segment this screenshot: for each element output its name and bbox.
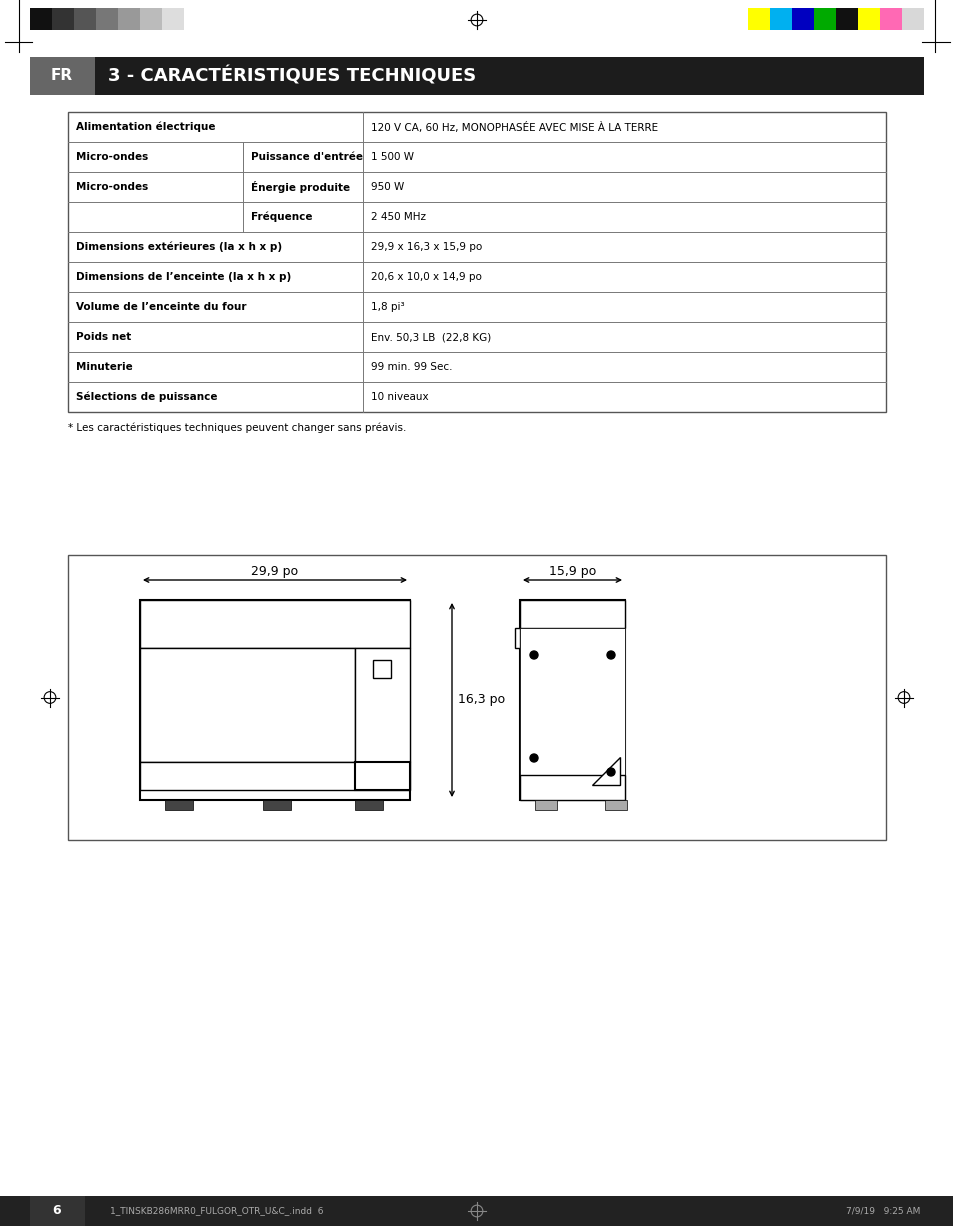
Text: 120 V CA, 60 Hz, MONOPHASÉE AVEC MISE À LA TERRE: 120 V CA, 60 Hz, MONOPHASÉE AVEC MISE À … [371, 121, 658, 132]
Text: Micro-ondes: Micro-ondes [76, 152, 148, 162]
Text: FR: FR [51, 69, 73, 83]
Bar [30, 1197, 85, 1226]
Bar [535, 801, 557, 810]
Bar [355, 763, 410, 790]
Bar [162, 9, 184, 29]
Text: Env. 50,3 LB  (22,8 KG): Env. 50,3 LB (22,8 KG) [371, 332, 491, 342]
Text: Poids net: Poids net [76, 332, 132, 342]
Circle shape [606, 651, 615, 660]
Text: 2 450 MHz: 2 450 MHz [371, 212, 426, 222]
Text: Alimentation électrique: Alimentation électrique [76, 121, 215, 132]
Text: 29,9 x 16,3 x 15,9 po: 29,9 x 16,3 x 15,9 po [371, 242, 482, 253]
Bar [140, 649, 355, 763]
Text: 1,8 pi³: 1,8 pi³ [371, 302, 404, 311]
Bar [519, 628, 624, 775]
Text: Dimensions de l’enceinte (la x h x p): Dimensions de l’enceinte (la x h x p) [76, 272, 291, 282]
Text: Volume de l’enceinte du four: Volume de l’enceinte du four [76, 302, 246, 311]
Bar [604, 801, 626, 810]
Text: * Les caractéristiques techniques peuvent changer sans préavis.: * Les caractéristiques techniques peuven… [68, 423, 406, 433]
Bar [140, 763, 410, 790]
Bar [140, 600, 410, 649]
Bar [813, 9, 835, 29]
Text: Minuterie: Minuterie [76, 362, 132, 371]
Bar [263, 801, 291, 810]
Bar [791, 9, 813, 29]
Bar [140, 9, 162, 29]
Text: Puissance d'entrée: Puissance d'entrée [251, 152, 363, 162]
Text: Dimensions extérieures (la x h x p): Dimensions extérieures (la x h x p) [76, 242, 282, 253]
Text: Fréquence: Fréquence [251, 212, 313, 222]
Polygon shape [592, 756, 619, 785]
Bar [30, 56, 923, 94]
Bar [835, 9, 857, 29]
Circle shape [530, 754, 537, 763]
Bar [140, 600, 410, 801]
Text: 950 W: 950 W [371, 181, 404, 192]
Text: 7/9/19   9:25 AM: 7/9/19 9:25 AM [844, 1206, 919, 1215]
Bar [519, 600, 624, 801]
Circle shape [530, 651, 537, 660]
Text: 16,3 po: 16,3 po [457, 694, 504, 706]
Text: 3 - CARACTÉRISTIQUES TECHNIQUES: 3 - CARACTÉRISTIQUES TECHNIQUES [108, 66, 476, 86]
Bar [30, 56, 95, 94]
Bar [355, 649, 410, 763]
Text: 99 min. 99 Sec.: 99 min. 99 Sec. [371, 362, 452, 371]
Bar [52, 9, 74, 29]
Bar [879, 9, 901, 29]
Bar [747, 9, 769, 29]
Text: 1 500 W: 1 500 W [371, 152, 414, 162]
Bar [857, 9, 879, 29]
Text: Énergie produite: Énergie produite [251, 181, 350, 192]
Text: 10 niveaux: 10 niveaux [371, 392, 428, 402]
Bar [515, 628, 519, 649]
Text: Sélections de puissance: Sélections de puissance [76, 392, 217, 402]
Bar [96, 9, 118, 29]
Text: Micro-ondes: Micro-ondes [76, 181, 148, 192]
Text: 6: 6 [52, 1204, 61, 1217]
Bar [118, 9, 140, 29]
Text: 15,9 po: 15,9 po [548, 565, 596, 579]
Bar [30, 9, 52, 29]
Bar [0, 1197, 953, 1226]
Bar [68, 112, 885, 412]
Bar [355, 801, 382, 810]
Bar [74, 9, 96, 29]
Text: 29,9 po: 29,9 po [252, 565, 298, 579]
Bar [68, 555, 885, 840]
Bar [519, 600, 624, 628]
Circle shape [606, 767, 615, 776]
Bar [901, 9, 923, 29]
Bar [769, 9, 791, 29]
Bar [165, 801, 193, 810]
Text: 1_TINSKB286MRR0_FULGOR_OTR_U&C_.indd  6: 1_TINSKB286MRR0_FULGOR_OTR_U&C_.indd 6 [110, 1206, 323, 1215]
Bar [374, 660, 391, 678]
FancyBboxPatch shape [541, 604, 602, 622]
Text: 20,6 x 10,0 x 14,9 po: 20,6 x 10,0 x 14,9 po [371, 272, 481, 282]
Bar [519, 775, 624, 801]
